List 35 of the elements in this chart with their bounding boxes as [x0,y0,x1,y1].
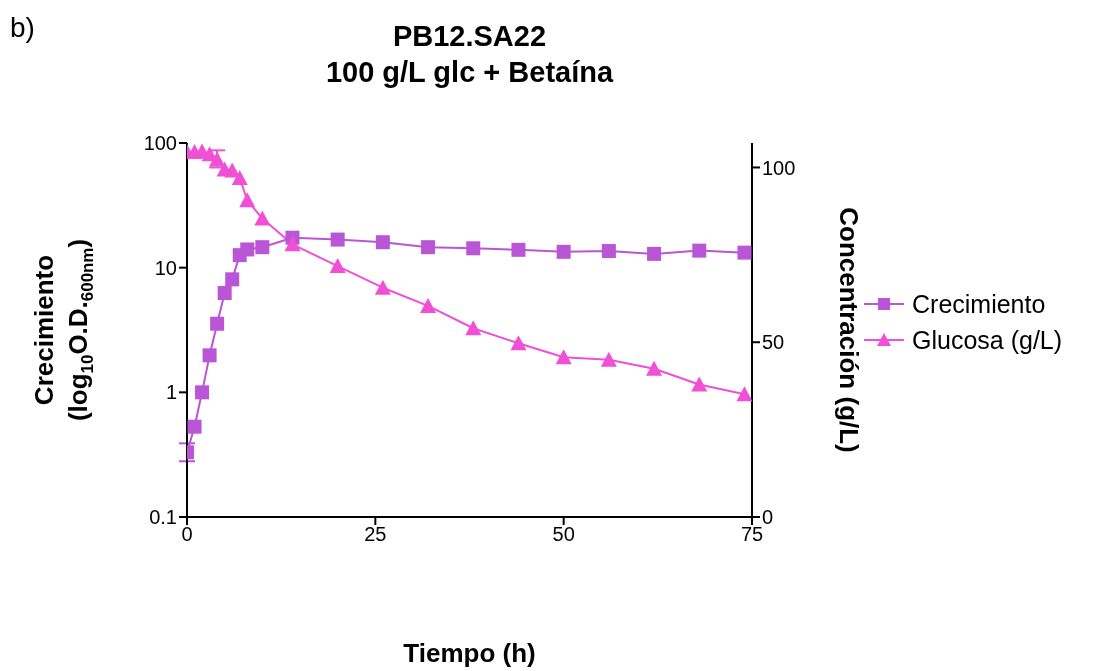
y-tick-label: 10 [154,256,177,279]
point [240,242,255,257]
x-tick-label: 0 [181,523,193,546]
point [601,244,616,259]
text: b) [10,12,35,44]
x-tick-label: 50 [552,523,575,546]
y-tick-label: 100 [143,132,177,155]
x-tick-label: 75 [740,523,764,546]
point [225,272,240,287]
y2-tick-label: 0 [762,506,774,529]
y-tick-label: 0.1 [149,506,177,529]
point [466,241,481,256]
point [421,240,436,255]
x-tick-label: 25 [364,523,387,546]
point [511,242,526,257]
chart-title: PB12.SA22 100 g/L glc + Betaína [325,20,614,88]
y2-axis-title: Concentración (g/L) [833,207,864,453]
point [330,232,345,247]
point [210,316,225,331]
point [692,243,707,258]
point [202,348,217,363]
point [556,244,571,259]
point [737,245,752,260]
point [217,286,232,301]
y2-tick-label: 50 [762,331,785,354]
y-tick-label: 1 [165,381,177,404]
legend-label: Glucosa (g/L) [912,325,1063,355]
point [187,419,202,434]
point [647,246,662,261]
legend-label: Crecimiento [912,289,1046,319]
point [195,385,210,400]
y2-tick-label: 100 [762,156,796,179]
x-axis-title: Tiempo (h) [402,638,537,669]
point [375,235,390,250]
point [255,240,270,255]
